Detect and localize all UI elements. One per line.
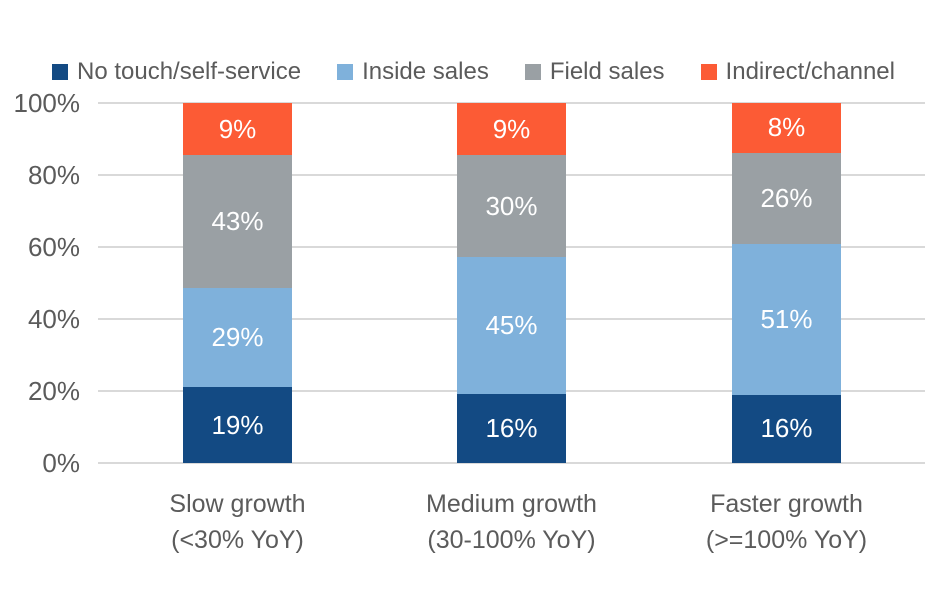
category-label-line-2: (30-100% YoY) xyxy=(427,526,596,554)
x-axis-category-label: Slow growth (<30% YoY) xyxy=(88,486,388,558)
chart-legend: No touch/self-service Inside sales Field s… xyxy=(0,56,947,88)
category-label-line-2: (>=100% YoY) xyxy=(705,526,868,554)
bar-segment: 30% xyxy=(457,155,566,258)
data-label: 45% xyxy=(485,310,538,341)
bar-segment: 45% xyxy=(457,257,566,395)
bar-segment: 9% xyxy=(183,103,292,156)
data-label: 51% xyxy=(760,304,813,335)
y-axis-tick-label: 0% xyxy=(42,448,80,478)
bar-segment: 9% xyxy=(457,103,566,156)
bar-segment: 8% xyxy=(732,103,841,153)
data-label: 26% xyxy=(760,183,813,214)
legend-swatch-icon xyxy=(524,64,541,80)
y-axis-tick-label: 80% xyxy=(27,160,80,190)
bar-segment: 16% xyxy=(457,394,566,463)
stacked-bar-2: 9% 30% 45% 16% xyxy=(457,103,566,463)
data-label: 16% xyxy=(485,413,538,444)
x-axis-category-label: Faster growth (>=100% YoY) xyxy=(637,486,937,558)
legend-item-3: Field sales xyxy=(524,58,665,86)
bar-segment: 26% xyxy=(732,152,841,245)
x-axis-category-label: Medium growth (30-100% YoY) xyxy=(362,486,662,558)
data-label: 19% xyxy=(211,409,264,440)
bar-segment: 51% xyxy=(732,244,841,395)
category-label-line-1: Slow growth xyxy=(169,490,306,518)
bar-segment: 43% xyxy=(183,155,292,288)
legend-label: Inside sales xyxy=(362,58,489,85)
y-axis-tick-label: 60% xyxy=(27,232,80,262)
y-axis-tick-label: 100% xyxy=(13,88,81,118)
legend-item-1: No touch/self-service xyxy=(51,58,302,86)
legend-label: Indirect/channel xyxy=(725,58,895,85)
legend-label: Field sales xyxy=(549,58,665,85)
category-label-line-1: Medium growth xyxy=(426,490,597,518)
data-label: 30% xyxy=(485,190,538,221)
bar-segment: 29% xyxy=(183,287,292,388)
legend-swatch-icon xyxy=(700,64,717,80)
y-axis-tick-label: 20% xyxy=(27,376,80,406)
legend-swatch-icon xyxy=(51,64,68,80)
data-label: 8% xyxy=(767,112,806,143)
data-label: 43% xyxy=(211,205,264,236)
legend-label: No touch/self-service xyxy=(76,58,302,85)
gridline-0 xyxy=(98,462,925,464)
y-axis-tick-label: 40% xyxy=(27,304,80,334)
stacked-bar-3: 8% 26% 51% 16% xyxy=(732,103,841,463)
category-label-line-1: Faster growth xyxy=(710,490,863,518)
legend-item-4: Indirect/channel xyxy=(700,58,895,86)
legend-swatch-icon xyxy=(337,64,354,80)
data-label: 9% xyxy=(492,113,531,144)
category-label-line-2: (<30% YoY) xyxy=(171,526,304,554)
bar-segment: 19% xyxy=(183,387,292,463)
bar-segment: 16% xyxy=(732,394,841,463)
data-label: 9% xyxy=(218,113,257,144)
data-label: 29% xyxy=(211,321,264,352)
data-label: 16% xyxy=(760,413,813,444)
stacked-bar-1: 9% 43% 29% 19% xyxy=(183,103,292,463)
legend-item-2: Inside sales xyxy=(337,58,489,86)
